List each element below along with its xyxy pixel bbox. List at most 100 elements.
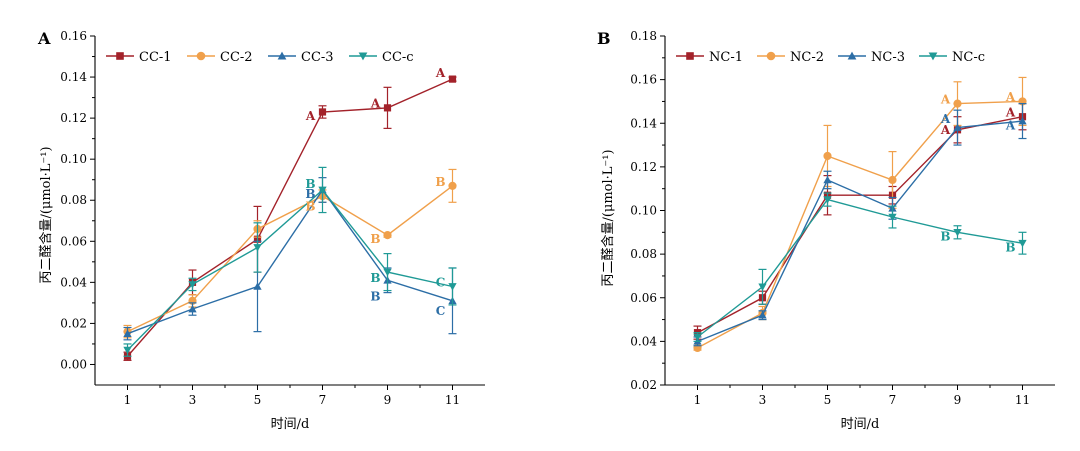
data-point-cc-c — [383, 268, 392, 277]
data-point-cc-1 — [448, 75, 457, 83]
legend-marker-cc-c — [358, 52, 368, 61]
significance-letter: B — [305, 199, 315, 213]
data-point-nc-3 — [823, 175, 832, 184]
data-point-nc-c — [888, 213, 897, 222]
x-tick-label: 11 — [1015, 393, 1030, 407]
legend-marker-cc-2 — [196, 51, 206, 61]
y-tick-label: 0.10 — [630, 204, 657, 218]
data-point-cc-2 — [448, 181, 457, 190]
x-tick-label: 7 — [319, 393, 327, 407]
data-point-nc-c — [953, 229, 962, 237]
legend-label-nc-c: NC-c — [952, 50, 985, 65]
y-tick-label: 0.10 — [60, 152, 87, 166]
data-point-cc-3 — [253, 282, 262, 290]
data-point-cc-c — [123, 346, 132, 355]
data-point-cc-2 — [383, 231, 392, 240]
y-tick-label: 0.06 — [60, 234, 87, 248]
data-point-nc-c — [823, 196, 832, 204]
y-tick-label: 0.14 — [630, 116, 657, 130]
data-point-cc-3 — [123, 329, 132, 337]
significance-letter: A — [435, 66, 446, 80]
y-tick-label: 0.04 — [630, 334, 657, 348]
data-point-nc-3 — [758, 311, 767, 319]
axes-b: 0.02 0.04 0.06 0.08 0.10 0.12 0.14 0.16 0.18 1 3 5 7… — [630, 29, 1055, 407]
x-tick-label: 5 — [254, 393, 262, 407]
significance-letter: A — [940, 123, 951, 137]
y-tick-label: 0.14 — [60, 70, 87, 84]
significance-letter: B — [370, 271, 380, 285]
legend-label-nc-3: NC-3 — [871, 50, 905, 65]
significance-letter: C — [436, 304, 446, 318]
chart-panel-b: B 0.02 0.04 0.06 0.08 0.10 0.12 0.14 0.16 0.18 1 3… — [597, 29, 1055, 432]
data-point-nc-c — [693, 333, 702, 342]
legend-label-cc-3: CC-3 — [301, 50, 334, 65]
data-point-cc-3 — [188, 304, 197, 313]
series-line-cc-2 — [127, 185, 453, 333]
legend-label-nc-2: NC-2 — [790, 50, 824, 65]
significance-letter: C — [436, 275, 446, 289]
series-line-cc-c — [127, 188, 453, 351]
legend-label-cc-2: CC-2 — [220, 50, 253, 65]
y-tick-label: 0.06 — [630, 291, 657, 305]
panel-label-b: B — [597, 29, 611, 48]
y-tick-label: 0.16 — [630, 73, 657, 87]
legend-a: CC-1 CC-2 CC-3 CC-c — [106, 50, 414, 65]
legend-marker-nc-3 — [847, 51, 857, 60]
data-point-nc-c — [1018, 239, 1027, 248]
chart-panel-a: A 0.00 0.02 0.04 0.06 0.08 0.10 0.12 0.14 0.16 1 3… — [37, 29, 485, 432]
data-point-cc-1 — [383, 104, 392, 112]
x-tick-label: 11 — [445, 393, 460, 407]
legend-b: NC-1 NC-2 NC-3 NC-c — [676, 50, 985, 65]
x-axis-title-a: 时间/d — [271, 417, 310, 432]
data-point-nc-c — [758, 283, 767, 291]
data-point-nc-2 — [953, 99, 962, 108]
y-tick-label: 0.12 — [630, 160, 657, 174]
significance-letter: A — [305, 109, 316, 123]
significance-letter: B — [370, 232, 380, 246]
x-tick-label: 3 — [189, 393, 197, 407]
significance-letter: A — [370, 97, 381, 111]
x-axis-title-b: 时间/d — [841, 417, 880, 432]
y-axis-title-b: 丙二醛含量/(μmol·L⁻¹) — [600, 149, 616, 286]
y-tick-label: 0.02 — [60, 316, 87, 330]
series-line-nc-2 — [697, 100, 1023, 349]
y-tick-label: 0.08 — [630, 247, 657, 261]
data-point-nc-3 — [953, 123, 962, 131]
y-axis-title-a: 丙二醛含量/(μmol·L⁻¹) — [38, 146, 54, 283]
significance-letter: B — [1005, 241, 1015, 255]
y-tick-label: 0.08 — [60, 193, 87, 207]
series-line-nc-1 — [697, 116, 1023, 334]
series-line-nc-c — [697, 198, 1023, 338]
legend-marker-nc-1 — [686, 52, 694, 60]
legend-marker-nc-2 — [766, 51, 776, 61]
data-point-nc-2 — [823, 151, 832, 161]
data-point-cc-c — [448, 283, 457, 291]
data-point-nc-3 — [1018, 116, 1027, 125]
x-tick-label: 7 — [889, 393, 897, 407]
legend-marker-nc-c — [928, 52, 938, 61]
y-tick-label: 0.12 — [60, 111, 87, 125]
significance-letter: B — [305, 187, 315, 201]
x-tick-label: 9 — [384, 393, 392, 407]
x-tick-label: 9 — [954, 393, 962, 407]
x-tick-label: 1 — [124, 393, 132, 407]
legend-marker-cc-3 — [277, 51, 287, 60]
significance-letter: B — [305, 177, 315, 191]
data-point-nc-2 — [888, 175, 897, 185]
significance-letter: A — [940, 112, 951, 126]
significance-letter: A — [1005, 90, 1016, 104]
legend-label-nc-1: NC-1 — [709, 50, 743, 65]
series-line-nc-3 — [697, 120, 1023, 343]
series-line-cc-3 — [127, 188, 453, 335]
axes-a: 0.00 0.02 0.04 0.06 0.08 0.10 0.12 0.14 0.16 1 3 5 7… — [60, 29, 485, 407]
legend-marker-cc-1 — [116, 52, 124, 60]
x-tick-label: 5 — [824, 393, 832, 407]
y-tick-label: 0.00 — [60, 357, 87, 371]
significance-letter: A — [1005, 118, 1016, 132]
significance-letter: B — [435, 175, 445, 189]
y-tick-label: 0.18 — [630, 29, 657, 43]
legend-label-cc-c: CC-c — [382, 50, 414, 65]
